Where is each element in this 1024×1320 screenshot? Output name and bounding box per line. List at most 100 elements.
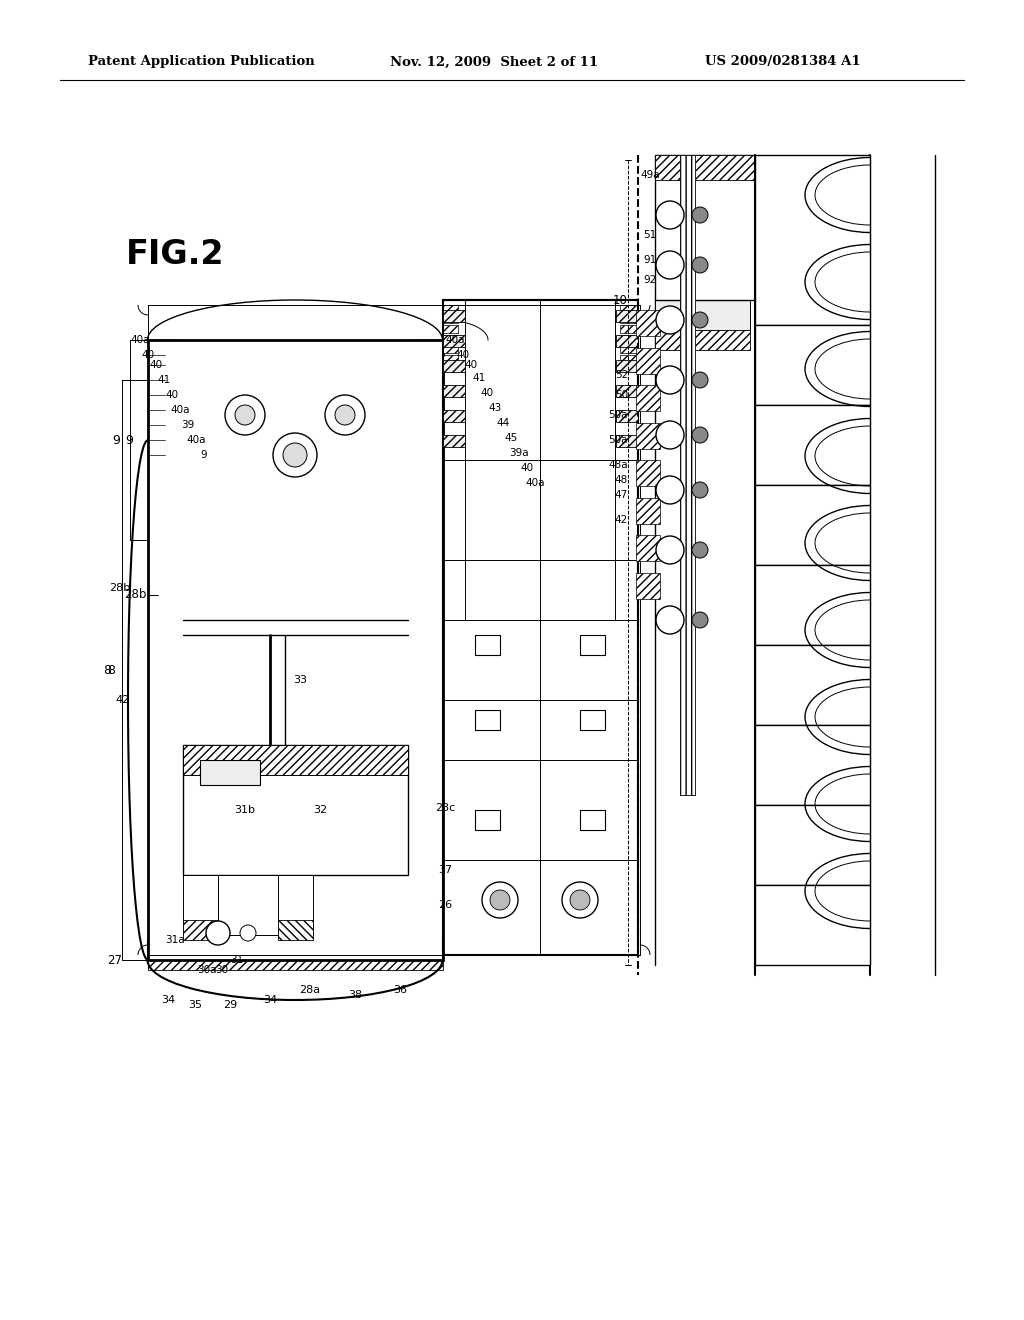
Bar [636, 459, 660, 486]
Bar [443, 360, 465, 372]
Bar [443, 335, 458, 343]
Polygon shape [148, 540, 180, 579]
Text: 28b: 28b [124, 589, 146, 602]
Bar [755, 154, 870, 325]
Text: 91: 91 [643, 255, 656, 265]
Text: 29: 29 [223, 1001, 238, 1010]
Circle shape [240, 925, 256, 941]
Bar [278, 920, 313, 940]
Bar [443, 335, 465, 347]
Bar [755, 325, 870, 405]
Bar [655, 330, 750, 350]
Text: 9: 9 [112, 433, 120, 446]
Bar [148, 380, 183, 960]
Text: 31b: 31b [234, 805, 256, 814]
Text: 31: 31 [230, 954, 244, 965]
Circle shape [570, 890, 590, 909]
Bar [443, 305, 458, 313]
Circle shape [482, 882, 518, 917]
Text: US 2009/0281384 A1: US 2009/0281384 A1 [705, 55, 860, 69]
Bar [616, 436, 638, 447]
Bar [443, 411, 465, 422]
Bar [636, 498, 660, 524]
Text: 49a: 49a [640, 170, 659, 180]
Bar [183, 920, 218, 940]
Bar [443, 315, 458, 323]
Bar [148, 540, 183, 640]
Circle shape [206, 921, 230, 945]
Text: 52: 52 [614, 370, 628, 380]
Text: 8: 8 [106, 664, 115, 676]
Text: 47: 47 [614, 490, 628, 500]
Bar [475, 810, 500, 830]
Text: 42: 42 [116, 696, 130, 705]
Bar [183, 875, 218, 935]
Circle shape [692, 312, 708, 327]
Bar [636, 422, 660, 449]
Text: 51: 51 [643, 230, 656, 240]
Bar [655, 154, 755, 300]
Bar [636, 385, 660, 412]
Text: 34: 34 [263, 995, 278, 1005]
Bar [620, 355, 638, 363]
Bar [475, 635, 500, 655]
Bar [755, 405, 870, 484]
Text: 50: 50 [614, 389, 628, 400]
Text: 9: 9 [201, 450, 207, 459]
Text: 40a: 40a [170, 405, 189, 414]
Text: 30a: 30a [198, 965, 217, 975]
Circle shape [692, 612, 708, 628]
Bar [278, 875, 313, 935]
Text: 30: 30 [215, 965, 228, 975]
Text: 40: 40 [480, 388, 494, 399]
Bar [755, 805, 870, 884]
Text: 34: 34 [161, 995, 175, 1005]
Circle shape [692, 207, 708, 223]
Bar [636, 535, 660, 561]
Text: 40: 40 [457, 350, 470, 360]
Bar [620, 315, 638, 323]
Bar [620, 335, 638, 343]
Text: 48a: 48a [608, 459, 628, 470]
Text: 40: 40 [520, 463, 534, 473]
Text: 48: 48 [614, 475, 628, 484]
Circle shape [656, 366, 684, 393]
Text: 40a: 40a [130, 335, 150, 345]
Text: 23c: 23c [435, 803, 455, 813]
Bar [616, 360, 638, 372]
Text: 45: 45 [505, 433, 517, 444]
Circle shape [656, 477, 684, 504]
Text: 40: 40 [141, 350, 155, 360]
Bar [408, 380, 443, 960]
Circle shape [490, 890, 510, 909]
Bar [680, 154, 695, 795]
Bar [443, 355, 458, 363]
Text: 39: 39 [181, 420, 195, 430]
Bar [443, 385, 465, 397]
Circle shape [234, 405, 255, 425]
Bar [408, 540, 443, 640]
Text: 8: 8 [103, 664, 111, 676]
Bar [183, 744, 408, 875]
Text: 50a: 50a [608, 436, 628, 445]
Text: 92: 92 [643, 275, 656, 285]
Text: 38: 38 [348, 990, 362, 1001]
Circle shape [562, 882, 598, 917]
Text: 37: 37 [438, 865, 452, 875]
Circle shape [692, 482, 708, 498]
Circle shape [656, 536, 684, 564]
Text: 42: 42 [614, 515, 628, 525]
Text: 32: 32 [313, 805, 327, 814]
Bar [580, 710, 605, 730]
Bar [755, 565, 870, 645]
Text: 40: 40 [166, 389, 178, 400]
Text: 31a: 31a [165, 935, 184, 945]
Text: 28a: 28a [299, 985, 321, 995]
Text: 40: 40 [150, 360, 163, 370]
Circle shape [656, 251, 684, 279]
Bar [168, 355, 186, 540]
Bar [443, 310, 465, 322]
Bar [443, 325, 458, 333]
Bar [620, 325, 638, 333]
Bar [218, 875, 278, 935]
